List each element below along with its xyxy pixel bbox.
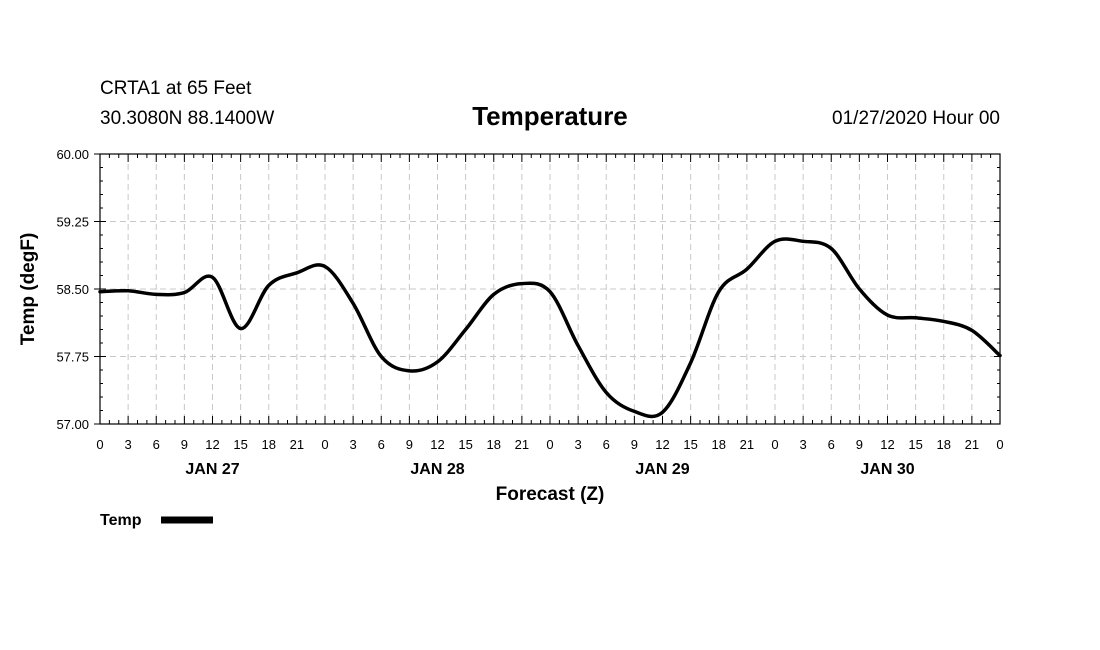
x-tick-label: 21 [290, 437, 304, 452]
data-point [633, 410, 636, 413]
data-point [689, 361, 692, 364]
data-point [576, 344, 580, 347]
x-tick-label: 9 [181, 437, 188, 452]
x-tick-label: 15 [458, 437, 472, 452]
x-tick-label: 0 [546, 437, 553, 452]
x-axis-label: Forecast (Z) [496, 484, 605, 505]
x-tick-label: 12 [430, 437, 444, 452]
y-tick-label: 57.75 [56, 350, 89, 365]
x-tick-label: 9 [631, 437, 638, 452]
data-point [155, 293, 158, 296]
x-tick-label: 15 [908, 437, 922, 452]
data-point [492, 293, 495, 296]
y-tick-label: 60.00 [56, 147, 89, 162]
data-point [520, 282, 524, 285]
y-axis-label: Temp (degF) [18, 233, 39, 346]
data-point [830, 247, 833, 250]
data-point [436, 360, 439, 364]
grid-lines [100, 154, 1000, 424]
tick-labels: 0 3 6 9 12 15 18 21 0 3 6 9 12 15 18 21 0 3 6 9 12 15 18 21 0 3 6 9… [56, 147, 1003, 478]
x-tick-label: 9 [406, 437, 413, 452]
forecast-datetime: 01/27/2020 Hour 00 [832, 108, 1000, 129]
data-point [605, 391, 608, 394]
data-point [126, 289, 130, 292]
x-tick-label: 18 [262, 437, 276, 452]
data-point [295, 271, 299, 274]
data-point [745, 268, 749, 271]
data-point [408, 369, 411, 373]
legend: Temp [100, 512, 213, 529]
x-tick-label: 6 [153, 437, 160, 452]
data-point [351, 302, 355, 305]
data-point [98, 290, 102, 293]
x-tick-label: 15 [233, 437, 247, 452]
data-point [661, 411, 664, 414]
data-point [942, 320, 945, 323]
date-label: JAN 30 [860, 461, 914, 478]
x-tick-label: 18 [937, 437, 951, 452]
data-point [886, 313, 889, 317]
data-point [267, 284, 270, 287]
x-tick-label: 21 [740, 437, 754, 452]
x-tick-label: 12 [880, 437, 894, 452]
y-tick-label: 59.25 [56, 215, 89, 230]
x-tick-label: 3 [125, 437, 132, 452]
x-tick-label: 12 [655, 437, 669, 452]
x-tick-label: 0 [771, 437, 778, 452]
x-tick-label: 3 [350, 437, 357, 452]
data-point [801, 240, 805, 243]
x-tick-label: 6 [378, 437, 385, 452]
x-tick-label: 18 [712, 437, 726, 452]
data-point [211, 276, 214, 279]
x-tick-label: 12 [205, 437, 219, 452]
chart-title: Temperature [472, 101, 628, 131]
data-point [914, 316, 917, 319]
x-tick-label: 3 [800, 437, 807, 452]
date-label: JAN 28 [410, 461, 464, 478]
data-point [717, 290, 720, 293]
x-tick-label: 18 [487, 437, 501, 452]
plot-frame [99, 153, 1001, 425]
y-tick-label: 58.50 [56, 282, 89, 297]
data-point [464, 328, 467, 331]
x-tick-label: 15 [683, 437, 697, 452]
data-point [998, 354, 1002, 357]
data-point [323, 265, 327, 268]
x-tick-label: 6 [603, 437, 610, 452]
x-tick-label: 21 [965, 437, 979, 452]
x-tick-label: 0 [96, 437, 103, 452]
y-tick-label: 57.00 [56, 417, 89, 432]
x-tick-label: 6 [828, 437, 835, 452]
date-label: JAN 29 [635, 461, 689, 478]
data-point [239, 327, 242, 330]
x-tick-label: 0 [996, 437, 1003, 452]
x-tick-label: 0 [321, 437, 328, 452]
series-layer [98, 237, 1002, 419]
x-tick-label: 9 [856, 437, 863, 452]
data-point [773, 240, 777, 243]
station-label: CRTA1 at 65 Feet [100, 78, 252, 99]
data-point [380, 355, 383, 358]
data-point [548, 290, 552, 293]
x-tick-label: 3 [575, 437, 582, 452]
data-point [183, 291, 186, 294]
coordinates-label: 30.3080N 88.1400W [100, 108, 274, 129]
date-label: JAN 27 [185, 461, 239, 478]
x-tick-label: 21 [515, 437, 529, 452]
data-point [858, 287, 861, 291]
legend-label: Temp [100, 512, 142, 529]
data-point [970, 329, 974, 332]
